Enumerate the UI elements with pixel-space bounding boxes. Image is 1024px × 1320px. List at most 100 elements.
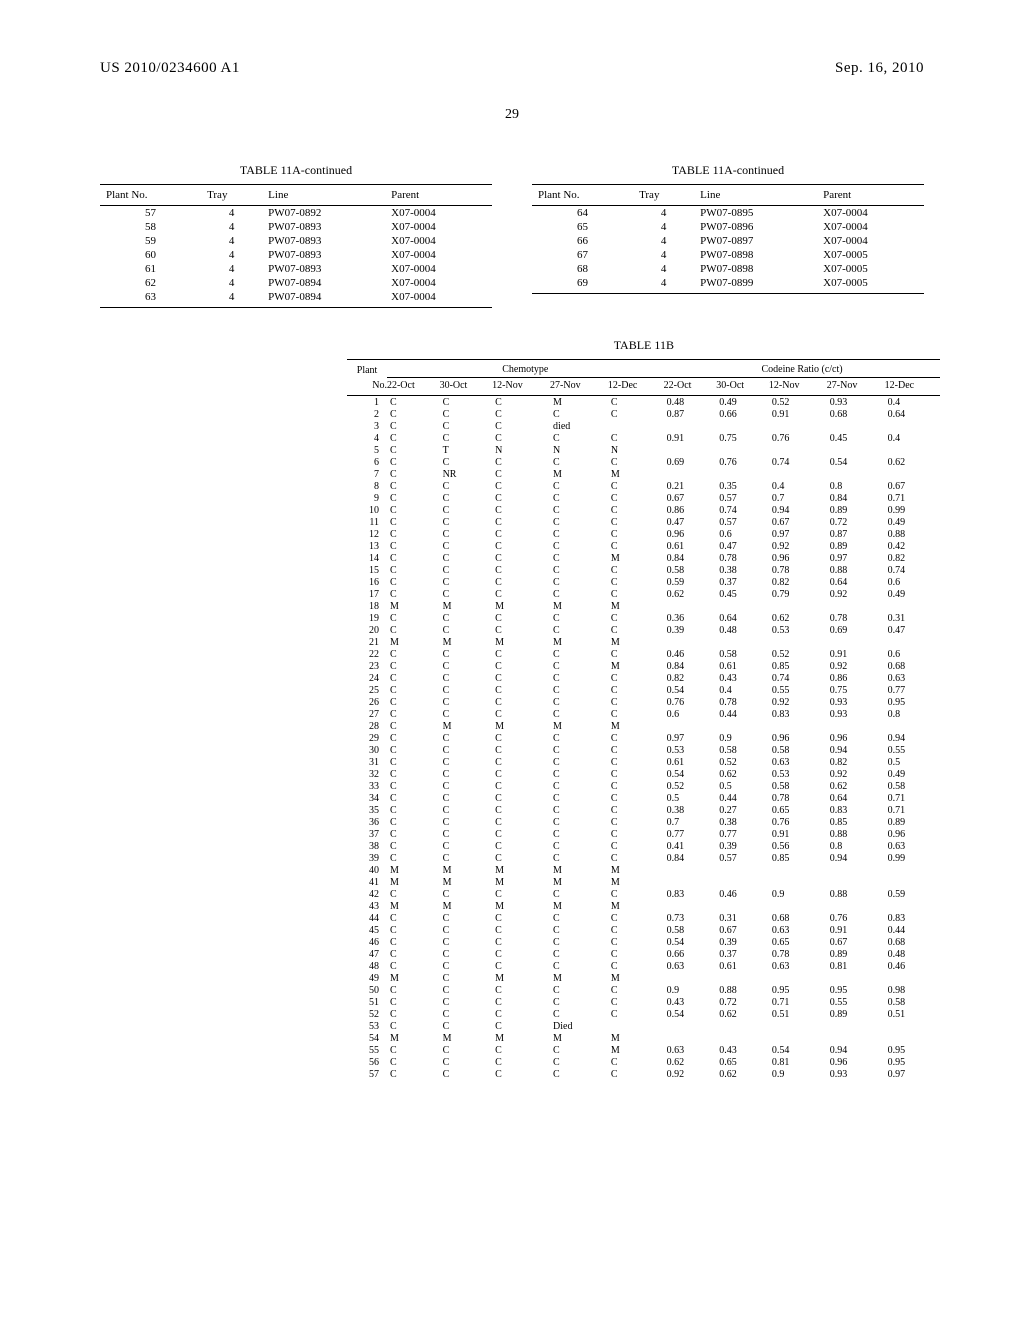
table-cell: N (608, 444, 664, 456)
table-row: 27CCCCC0.60.440.830.930.8 (347, 708, 940, 720)
table-cell: C (550, 480, 608, 492)
table-cell (885, 420, 941, 432)
table-cell: 0.9 (716, 732, 769, 744)
table-cell: C (492, 540, 550, 552)
table-cell: M (550, 972, 608, 984)
table-cell: 0.92 (769, 540, 827, 552)
table-cell: 55 (347, 1044, 387, 1056)
table-cell: C (492, 456, 550, 468)
table-cell: C (492, 780, 550, 792)
table-cell: M (608, 1044, 664, 1056)
table-cell: 0.91 (827, 924, 885, 936)
table-row: 7CNRCMM (347, 468, 940, 480)
table-cell (664, 600, 717, 612)
table-row: 41MMMMM (347, 876, 940, 888)
table-cell: 0.58 (716, 744, 769, 756)
table-cell: C (608, 816, 664, 828)
table-cell: 0.52 (769, 396, 827, 409)
table-cell: C (440, 912, 493, 924)
table-cell: C (387, 1008, 440, 1020)
table-cell: M (492, 972, 550, 984)
table-row: 26CCCCC0.760.780.920.930.95 (347, 696, 940, 708)
table-cell (769, 720, 827, 732)
table-cell: 0.62 (664, 1056, 717, 1068)
table-cell: 0.67 (664, 492, 717, 504)
table-cell: 0.8 (885, 708, 941, 720)
table-row: 48CCCCC0.630.610.630.810.46 (347, 960, 940, 972)
table-cell: 0.76 (716, 456, 769, 468)
table-cell: 0.67 (827, 936, 885, 948)
table-cell: C (492, 648, 550, 660)
table-cell: C (550, 912, 608, 924)
table-cell: 4 (201, 220, 262, 234)
table-cell: C (492, 816, 550, 828)
table-cell: 0.54 (664, 768, 717, 780)
table-row: 3CCCdied (347, 420, 940, 432)
table-cell: 0.77 (664, 828, 717, 840)
table-cell: C (550, 564, 608, 576)
table-cell: X07-0004 (817, 234, 924, 248)
table-cell: C (492, 960, 550, 972)
table-row: 57CCCCC0.920.620.90.930.97 (347, 1068, 940, 1080)
table-cell: 0.6 (664, 708, 717, 720)
table-cell: 12 (347, 528, 387, 540)
table-cell (769, 444, 827, 456)
table-cell: C (550, 828, 608, 840)
table-cell: C (440, 1068, 493, 1080)
table-cell: C (387, 672, 440, 684)
table-cell: C (550, 852, 608, 864)
table-cell: C (440, 756, 493, 768)
table-cell: 0.53 (769, 768, 827, 780)
table-cell: C (550, 624, 608, 636)
table-cell: 0.86 (664, 504, 717, 516)
table-cell: C (608, 696, 664, 708)
table-cell: C (608, 780, 664, 792)
table-cell: 0.66 (716, 408, 769, 420)
table-cell: C (608, 684, 664, 696)
table-cell: C (387, 912, 440, 924)
table-cell: 4 (633, 262, 694, 276)
table-cell: C (492, 612, 550, 624)
table-row: 18MMMMM (347, 600, 940, 612)
table-cell: N (492, 444, 550, 456)
table-cell: 14 (347, 552, 387, 564)
table-cell: 0.75 (716, 432, 769, 444)
table-cell: PW07-0894 (262, 290, 385, 308)
table-cell: C (440, 492, 493, 504)
table-cell: C (387, 852, 440, 864)
table-cell: C (550, 588, 608, 600)
table-cell: 0.57 (716, 492, 769, 504)
table-cell: 0.93 (827, 396, 885, 409)
table-cell: M (550, 900, 608, 912)
table-row: 614PW07-0893X07-0004 (100, 262, 492, 276)
table-cell: 41 (347, 876, 387, 888)
table-cell: C (492, 492, 550, 504)
table-cell: C (608, 432, 664, 444)
table-cell: 4 (201, 290, 262, 308)
table-cell: C (387, 984, 440, 996)
table-cell: 5 (347, 444, 387, 456)
table-cell: C (550, 708, 608, 720)
table-11b-header: 27-Nov (827, 378, 885, 396)
table-cell: 0.88 (827, 828, 885, 840)
table-11b-header: 27-Nov (550, 378, 608, 396)
table-cell: C (492, 852, 550, 864)
table-cell: C (550, 1008, 608, 1020)
table-cell: C (608, 744, 664, 756)
table-cell: C (440, 1056, 493, 1068)
table-cell: 0.94 (827, 852, 885, 864)
table-row: 624PW07-0894X07-0004 (100, 276, 492, 290)
table-cell (716, 1032, 769, 1044)
table-cell: C (550, 432, 608, 444)
table-cell: C (492, 840, 550, 852)
table-cell: C (387, 660, 440, 672)
table-cell: 0.81 (769, 1056, 827, 1068)
table-cell: C (608, 648, 664, 660)
table-cell: C (608, 804, 664, 816)
table-row: 24CCCCC0.820.430.740.860.63 (347, 672, 940, 684)
table-cell: C (440, 972, 493, 984)
table-cell: 0.77 (716, 828, 769, 840)
table-cell: 0.76 (827, 912, 885, 924)
table-cell: C (440, 1008, 493, 1020)
table-cell: 0.72 (716, 996, 769, 1008)
